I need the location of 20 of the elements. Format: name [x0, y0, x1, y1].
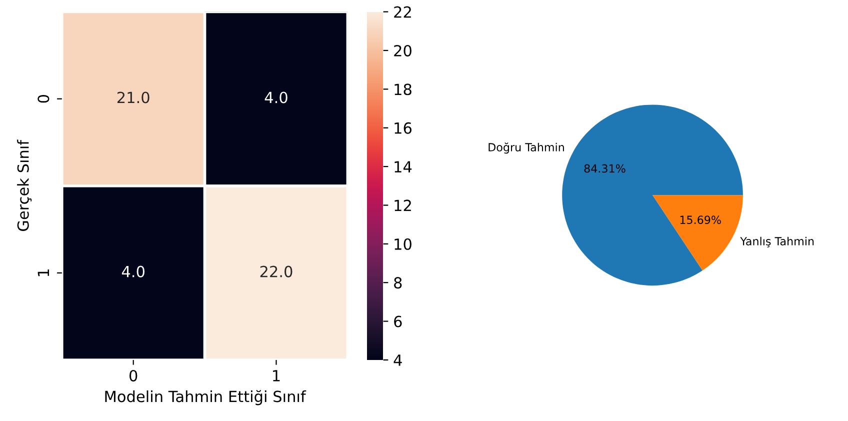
color-bar-label: 22	[394, 6, 411, 18]
data-label: 21.0	[117, 92, 150, 104]
data-label: 84.31%	[584, 164, 626, 173]
slice-label: Yanlış Tahmin	[740, 236, 814, 248]
color-bar-label: 20	[394, 44, 412, 56]
color-bar-label: 12	[394, 200, 411, 212]
data-label: 22.0	[260, 266, 292, 278]
color-bar-label: 8	[394, 277, 402, 289]
slice-label: Doğru Tahmin	[488, 142, 564, 154]
color-bar-label: 6	[394, 316, 402, 328]
data-label: 15.69%	[680, 216, 721, 224]
color-bar-label: 4	[394, 354, 402, 366]
color-bar-label: 18	[394, 84, 412, 96]
color-bar-label: 10	[394, 238, 412, 250]
data-label: 4.0	[264, 92, 288, 104]
color-bar-label: 16	[394, 122, 412, 134]
x-axis-title: Modelin Tahmin Ettiği Sınıf	[105, 390, 306, 406]
y-axis-title: Gerçek Sınıf	[17, 140, 32, 231]
data-label: 4.0	[122, 266, 144, 278]
color-bar-label: 14	[394, 161, 412, 172]
